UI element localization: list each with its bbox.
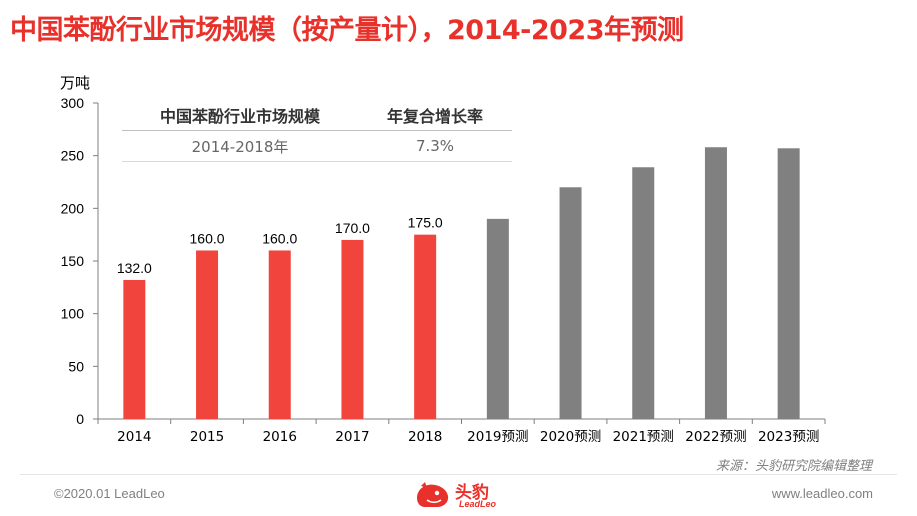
y-tick-label: 100 (61, 306, 85, 322)
bar (196, 250, 219, 419)
x-tick-label: 2017 (335, 429, 369, 445)
x-tick-label: 2021预测 (613, 429, 674, 445)
leopard-head-icon (417, 482, 449, 507)
y-tick-label: 50 (68, 358, 84, 374)
footer-divider (20, 474, 897, 475)
data-label: 160.0 (190, 230, 225, 246)
website-url: www.leadleo.com (771, 486, 873, 501)
y-tick-label: 0 (76, 411, 84, 427)
cagr-period: 2014-2018年 (191, 137, 289, 156)
leadleo-logo: 头豹 LeadLeo (413, 478, 513, 512)
data-label: 170.0 (335, 220, 370, 236)
bar (777, 148, 800, 419)
source-note: 来源：头豹研究院编辑整理 (715, 459, 872, 474)
logo-text: 头豹 (455, 483, 489, 503)
cagr-table: 中国苯酚行业市场规模 年复合增长率 2014-2018年 7.3% (122, 100, 512, 162)
chart-x-tick-labels: 2014 2015 2016 2017 2018 2019预测 2020预测 2021预测 20… (117, 429, 819, 445)
bar (632, 167, 655, 419)
bar (341, 239, 364, 419)
chart-y-tick-labels: 0 50 100 150 200 250 300 (61, 95, 85, 427)
bar (486, 218, 509, 419)
x-tick-label: 2023预测 (758, 429, 819, 445)
bar (414, 234, 437, 419)
x-tick-label: 2016 (263, 429, 297, 445)
y-axis-unit-label: 万吨 (60, 74, 91, 92)
cagr-header-market: 中国苯酚行业市场规模 (159, 107, 320, 126)
x-tick-label: 2018 (408, 429, 442, 445)
cagr-value: 7.3% (415, 137, 455, 155)
bar (268, 250, 291, 419)
y-tick-label: 150 (61, 253, 85, 269)
data-label: 160.0 (262, 230, 297, 246)
page-title: 中国苯酚行业市场规模（按产量计），2014-2023年预测 (10, 15, 684, 46)
x-tick-label: 2022预测 (685, 429, 746, 445)
y-tick-label: 300 (61, 95, 85, 111)
chart-axes (93, 102, 826, 424)
cagr-header-row: 中国苯酚行业市场规模 年复合增长率 (122, 100, 512, 131)
x-tick-label: 2014 (117, 429, 151, 445)
data-label: 175.0 (408, 215, 443, 231)
data-label: 132.0 (117, 260, 152, 276)
bar (123, 279, 146, 419)
x-tick-label: 2020预测 (540, 429, 601, 445)
chart-bars (123, 147, 800, 420)
bar (704, 147, 727, 420)
x-tick-label: 2015 (190, 429, 224, 445)
y-tick-label: 200 (61, 200, 85, 216)
y-tick-label: 250 (61, 148, 85, 164)
chart-data-labels: 132.0 160.0 160.0 170.0 175.0 (117, 215, 443, 276)
cagr-data-row: 2014-2018年 7.3% (122, 131, 512, 162)
bar (559, 187, 582, 419)
logo-subtext: LeadLeo (459, 499, 497, 509)
copyright-text: ©2020.01 LeadLeo (54, 486, 165, 501)
x-tick-label: 2019预测 (467, 429, 528, 445)
cagr-header-growth: 年复合增长率 (386, 107, 483, 126)
